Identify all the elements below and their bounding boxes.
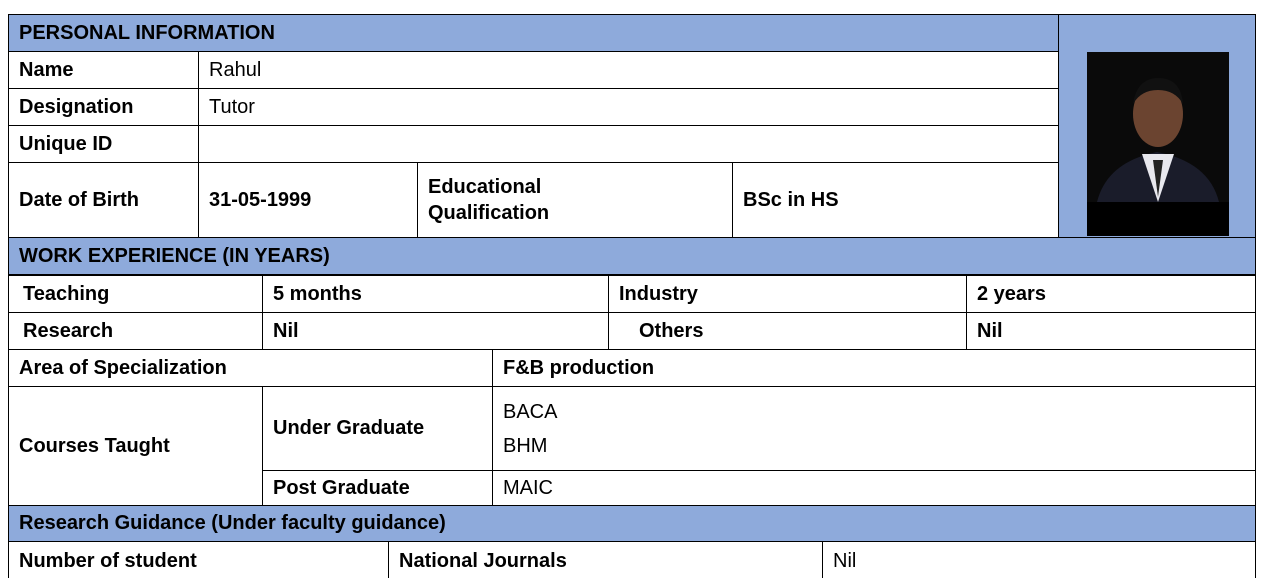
value-list: BACA BHM bbox=[492, 386, 1256, 471]
label: Post Graduate bbox=[262, 470, 493, 506]
course: BHM bbox=[503, 434, 548, 457]
photo-cell bbox=[1058, 14, 1256, 238]
label: Under Graduate bbox=[262, 386, 493, 471]
label: Educational Qualification bbox=[417, 162, 733, 238]
course: BACA bbox=[503, 400, 558, 423]
label: Research bbox=[8, 312, 263, 350]
value: 2 years bbox=[966, 275, 1256, 313]
label: Others bbox=[608, 312, 967, 350]
value: Nil bbox=[966, 312, 1256, 350]
photo bbox=[1087, 52, 1229, 236]
value: F&B production bbox=[492, 349, 1256, 387]
section-title: Research Guidance (Under faculty guidanc… bbox=[8, 505, 1256, 542]
course: MAIC bbox=[492, 470, 1256, 506]
section-title: PERSONAL INFORMATION bbox=[8, 14, 1059, 52]
label: Courses Taught bbox=[8, 386, 263, 506]
value: BSc in HS bbox=[732, 162, 1059, 238]
value bbox=[198, 125, 1059, 163]
label: Designation bbox=[8, 88, 199, 126]
section-title: WORK EXPERIENCE (IN YEARS) bbox=[8, 237, 1256, 275]
label: Industry bbox=[608, 275, 967, 313]
value: 31-05-1999 bbox=[198, 162, 418, 238]
label: National Journals bbox=[388, 541, 823, 578]
label: Area of Specialization bbox=[8, 349, 493, 387]
label: Teaching bbox=[8, 275, 263, 313]
value: Rahul bbox=[198, 51, 1059, 89]
value: Nil bbox=[262, 312, 609, 350]
value: 5 months bbox=[262, 275, 609, 313]
label: Name bbox=[8, 51, 199, 89]
label: Unique ID bbox=[8, 125, 199, 163]
label: Date of Birth bbox=[8, 162, 199, 238]
value: Nil bbox=[822, 541, 1256, 578]
label: Number of student bbox=[8, 541, 389, 578]
value: Tutor bbox=[198, 88, 1059, 126]
